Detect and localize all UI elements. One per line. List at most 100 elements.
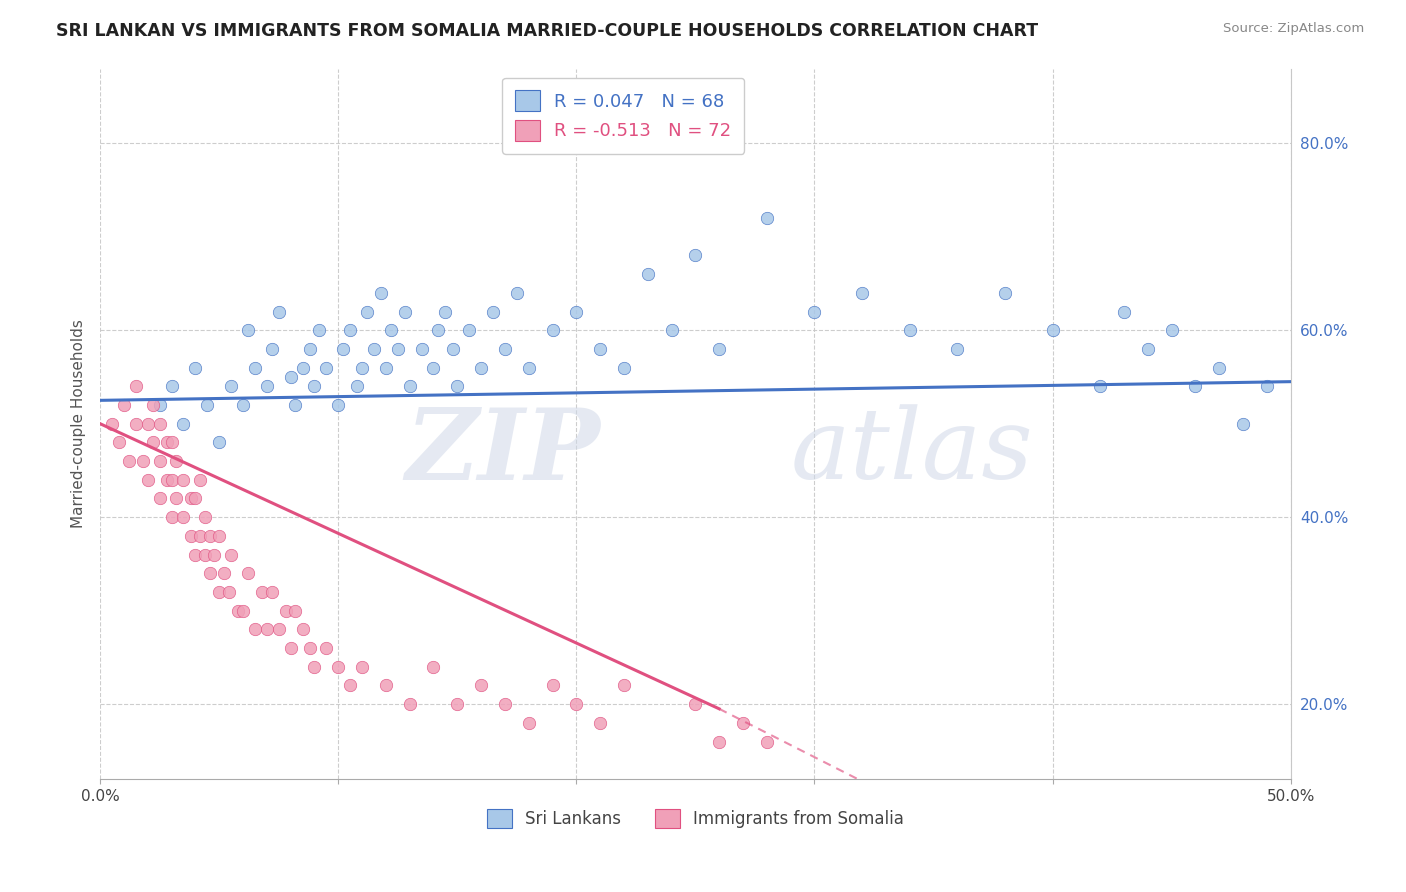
Point — [184, 360, 207, 375]
Point — [160, 510, 183, 524]
Point — [304, 659, 326, 673]
Point — [202, 548, 225, 562]
Legend: Sri Lankans, Immigrants from Somalia: Sri Lankans, Immigrants from Somalia — [481, 802, 911, 835]
Point — [565, 697, 588, 711]
Point — [803, 304, 825, 318]
Point — [260, 585, 283, 599]
Point — [374, 360, 396, 375]
Point — [304, 379, 326, 393]
Point — [243, 623, 266, 637]
Point — [172, 417, 194, 431]
Point — [208, 435, 231, 450]
Point — [328, 398, 350, 412]
Point — [226, 604, 249, 618]
Point — [232, 604, 254, 618]
Point — [291, 623, 314, 637]
Point — [328, 659, 350, 673]
Point — [194, 510, 217, 524]
Point — [470, 360, 492, 375]
Point — [446, 379, 468, 393]
Point — [160, 379, 183, 393]
Point — [280, 370, 302, 384]
Point — [1208, 360, 1230, 375]
Point — [339, 678, 361, 692]
Point — [755, 211, 778, 225]
Point — [506, 285, 529, 300]
Point — [188, 529, 211, 543]
Point — [180, 491, 202, 506]
Point — [541, 323, 564, 337]
Point — [101, 417, 124, 431]
Point — [994, 285, 1017, 300]
Point — [136, 473, 159, 487]
Point — [256, 623, 278, 637]
Point — [1112, 304, 1135, 318]
Point — [470, 678, 492, 692]
Point — [685, 697, 707, 711]
Point — [441, 342, 464, 356]
Point — [434, 304, 457, 318]
Point — [350, 659, 373, 673]
Point — [613, 678, 636, 692]
Point — [284, 604, 307, 618]
Point — [141, 435, 163, 450]
Point — [136, 417, 159, 431]
Point — [898, 323, 921, 337]
Text: SRI LANKAN VS IMMIGRANTS FROM SOMALIA MARRIED-COUPLE HOUSEHOLDS CORRELATION CHAR: SRI LANKAN VS IMMIGRANTS FROM SOMALIA MA… — [56, 22, 1039, 40]
Point — [218, 585, 240, 599]
Point — [260, 342, 283, 356]
Point — [398, 697, 420, 711]
Point — [755, 734, 778, 748]
Text: ZIP: ZIP — [405, 404, 600, 500]
Point — [541, 678, 564, 692]
Point — [219, 548, 242, 562]
Point — [141, 398, 163, 412]
Y-axis label: Married-couple Households: Married-couple Households — [72, 319, 86, 528]
Point — [1088, 379, 1111, 393]
Point — [422, 360, 444, 375]
Point — [180, 529, 202, 543]
Point — [1184, 379, 1206, 393]
Point — [298, 641, 321, 656]
Point — [149, 417, 172, 431]
Point — [589, 715, 612, 730]
Point — [280, 641, 302, 656]
Point — [172, 510, 194, 524]
Point — [267, 623, 290, 637]
Point — [172, 473, 194, 487]
Point — [350, 360, 373, 375]
Point — [446, 697, 468, 711]
Point — [160, 473, 183, 487]
Point — [315, 360, 337, 375]
Point — [339, 323, 361, 337]
Point — [208, 585, 231, 599]
Point — [149, 398, 172, 412]
Point — [387, 342, 409, 356]
Point — [267, 304, 290, 318]
Point — [394, 304, 416, 318]
Point — [149, 491, 172, 506]
Point — [370, 285, 392, 300]
Point — [208, 529, 231, 543]
Point — [149, 454, 172, 468]
Point — [315, 641, 337, 656]
Point — [284, 398, 307, 412]
Point — [219, 379, 242, 393]
Point — [427, 323, 450, 337]
Point — [517, 715, 540, 730]
Point — [184, 548, 207, 562]
Point — [198, 529, 221, 543]
Point — [236, 323, 259, 337]
Point — [291, 360, 314, 375]
Point — [156, 473, 179, 487]
Point — [709, 734, 731, 748]
Point — [332, 342, 354, 356]
Point — [356, 304, 378, 318]
Point — [1136, 342, 1159, 356]
Point — [1160, 323, 1182, 337]
Point — [165, 491, 187, 506]
Point — [946, 342, 969, 356]
Point — [256, 379, 278, 393]
Point — [637, 267, 659, 281]
Point — [194, 548, 217, 562]
